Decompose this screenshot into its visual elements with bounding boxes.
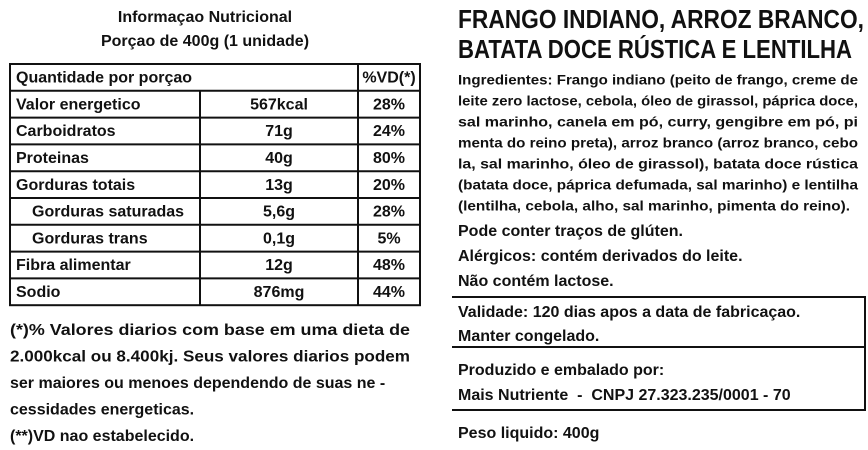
footnote: (*)% Valores diarios com base em uma die… [10,322,410,339]
nutrient-name: Carboidratos [16,123,116,140]
table-header: Quantidade por porçao [16,70,192,87]
footnote: (**)VD nao estabelecido. [10,428,194,445]
serving-size: Porçao de 400g (1 unidade) [101,33,309,50]
nutrient-name: Gorduras saturadas [32,204,184,221]
nutrition-title: Informaçao Nutricional [118,9,292,26]
ingredients: (batata doce, páprica defumada, sal mari… [458,177,858,193]
daily-value: 48% [373,257,405,274]
table-header: %VD(*) [362,70,415,87]
table-border [9,63,421,307]
nutrient-amount: 13g [265,177,293,194]
daily-value: 20% [373,177,405,194]
nutrient-amount: 12g [265,257,293,274]
nutrient-amount: 40g [265,150,293,167]
nutrient-name: Sodio [16,284,61,301]
ingredients: sal marinho, canela em pó, curry, gengib… [458,114,858,130]
ingredients: la, sal marinho, óleo de girassol), bata… [458,156,858,172]
allergen-info: Pode conter traços de glúten. [458,223,683,240]
producer-info: Mais Nutriente - CNPJ 27.323.235/0001 - … [458,387,791,404]
validity-info: Manter congelado. [458,328,599,345]
product-title: FRANGO INDIANO, ARROZ BRANCO, [458,4,864,34]
footnote: 2.000kcal ou 8.400kj. Seus valores diari… [10,349,410,366]
nutrient-name: Fibra alimentar [16,257,131,274]
ingredients: menta do reino preta), arroz branco (arr… [458,135,858,151]
nutrient-name: Gorduras trans [32,230,148,247]
daily-value: 80% [373,150,405,167]
nutrient-amount: 0,1g [263,230,295,247]
nutrient-name: Gorduras totais [16,177,135,194]
net-weight: Peso liquido: 400g [458,425,599,442]
nutrient-name: Valor energetico [16,96,141,113]
ingredients: leite zero lactose, cebola, óleo de gira… [458,93,858,109]
footnote: cessidades energeticas. [10,402,194,419]
allergen-info: Não contém lactose. [458,273,614,290]
nutrient-amount: 876mg [254,284,305,301]
ingredients: (lentilha, cebola, alho, sal marinho, pi… [458,198,850,214]
daily-value: 5% [377,230,400,247]
daily-value: 44% [373,284,405,301]
nutrient-amount: 5,6g [263,204,295,221]
footnote: ser maiores ou menoes dependendo de suas… [10,375,385,392]
daily-value: 28% [373,204,405,221]
nutrient-amount: 71g [265,123,293,140]
nutrient-name: Proteinas [16,150,89,167]
nutrient-amount: 567kcal [250,96,308,113]
validity-info: Validade: 120 dias apos a data de fabric… [458,304,800,321]
daily-value: 28% [373,96,405,113]
allergen-info: Alérgicos: contém derivados do leite. [458,248,743,265]
ingredients: Ingredientes: Frango indiano (peito de f… [458,72,858,88]
daily-value: 24% [373,123,405,140]
product-title: BATATA DOCE RÚSTICA E LENTILHA [458,34,852,64]
producer-info: Produzido e embalado por: [458,362,664,379]
